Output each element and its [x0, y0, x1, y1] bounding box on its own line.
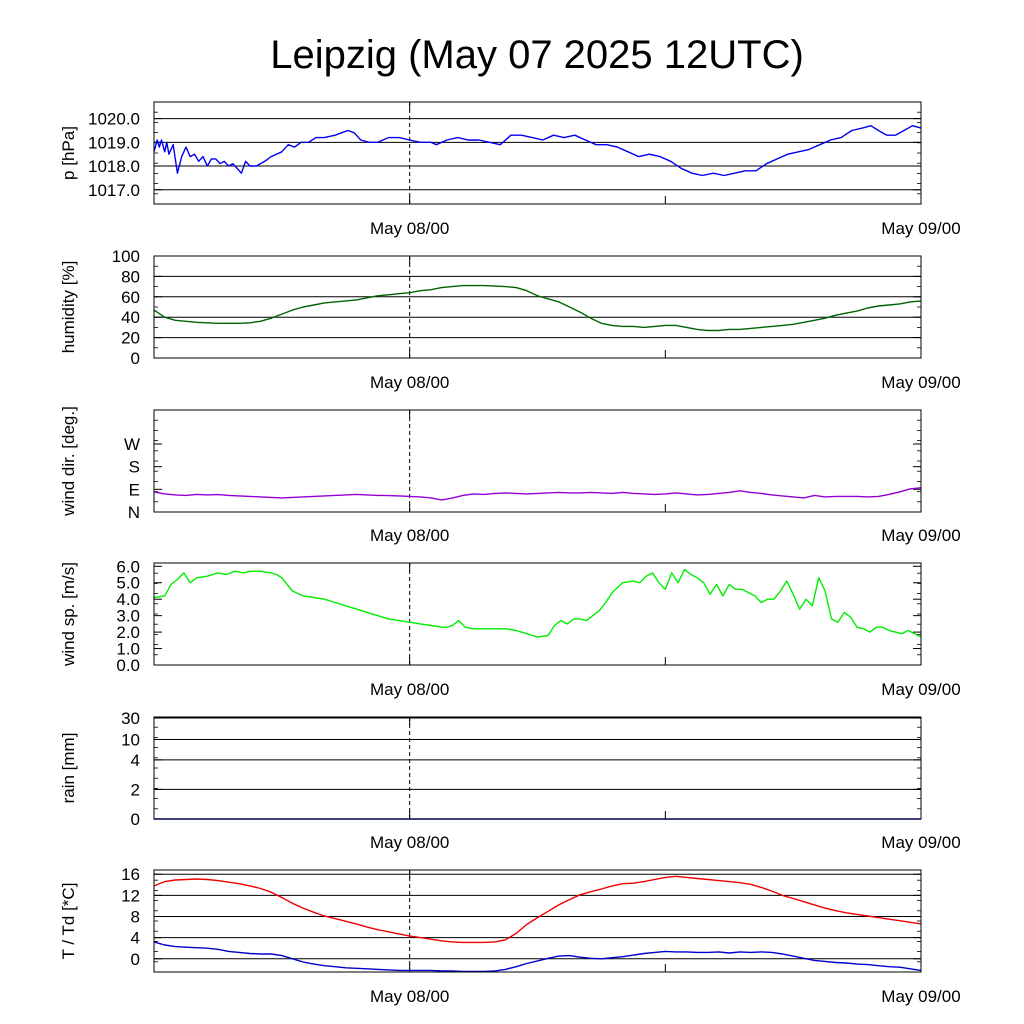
y-tick-label-temperature_dewpoint-2: 8: [131, 908, 140, 927]
panel-frame-wind_direction: [153, 409, 922, 513]
series-line-pressure-0: [153, 125, 922, 177]
y-tick-label-pressure-3: 1020.0: [88, 110, 140, 129]
y-tick-label-wind_speed-5: 5.0: [116, 574, 140, 593]
y-tick-label-rain-2: 4: [131, 751, 140, 770]
series-line-temperature_dewpoint-1: [153, 941, 922, 973]
y-tick-label-humidity-4: 80: [121, 267, 140, 286]
series-line-temperature_dewpoint-0: [153, 875, 922, 944]
y-tick-label-wind_speed-6: 6.0: [116, 557, 140, 576]
panel-frame-pressure: [153, 101, 922, 205]
y-tick-label-temperature_dewpoint-3: 12: [121, 886, 140, 905]
y-tick-label-wind_speed-0: 0.0: [116, 656, 140, 675]
x-tick-label-wind_speed-0: May 08/00: [370, 680, 449, 699]
panel-frame-temperature_dewpoint: [153, 869, 922, 973]
y-tick-label-wind_direction-2: S: [129, 458, 140, 477]
series-line-wind_direction-0: [153, 487, 922, 501]
y-tick-label-pressure-1: 1018.0: [88, 157, 140, 176]
y-tick-label-wind_direction-0: N: [128, 503, 140, 522]
y-tick-label-temperature_dewpoint-1: 4: [131, 929, 140, 948]
panel-pressure: 1017.0 1018.0 1019.0 1020.0 May 08/00 May 09/…: [59, 101, 961, 238]
y-tick-label-temperature_dewpoint-4: 16: [121, 865, 140, 884]
panel-temperature_dewpoint: 0 4 8 12 16 May 08/00 May 09/00 T / Td [*C]: [59, 865, 961, 1006]
x-tick-label-wind_speed-1: May 09/00: [881, 680, 960, 699]
chart-title: Leipzig (May 07 2025 12UTC): [270, 33, 804, 77]
x-tick-label-pressure-0: May 08/00: [370, 219, 449, 238]
y-tick-label-rain-1: 2: [131, 780, 140, 799]
x-tick-label-temperature_dewpoint-1: May 09/00: [881, 987, 960, 1006]
y-axis-label-wind_speed: wind sp. [m/s]: [59, 562, 78, 667]
y-tick-label-temperature_dewpoint-0: 0: [131, 950, 140, 969]
panel-frame-rain: [153, 716, 922, 820]
y-tick-label-rain-0: 0: [131, 810, 140, 829]
panel-frame-humidity: [153, 255, 922, 359]
x-tick-label-pressure-1: May 09/00: [881, 219, 960, 238]
y-tick-label-wind_speed-4: 4.0: [116, 590, 140, 609]
panel-frame-wind_speed: [153, 562, 922, 666]
y-tick-label-pressure-0: 1017.0: [88, 181, 140, 200]
y-tick-label-humidity-3: 60: [121, 288, 140, 307]
y-tick-label-humidity-2: 40: [121, 308, 140, 327]
panel-rain: 0 2 4 10 30 May 08/00 May 09/00 rain [mm]: [59, 709, 961, 852]
y-tick-label-wind_direction-1: E: [129, 480, 140, 499]
series-line-wind_speed-0: [153, 568, 922, 638]
y-axis-label-humidity: humidity [%]: [59, 261, 78, 354]
y-axis-label-pressure: p [hPa]: [59, 126, 78, 180]
y-tick-label-humidity-1: 20: [121, 329, 140, 348]
y-tick-label-wind_direction-3: W: [124, 435, 140, 454]
x-tick-label-humidity-1: May 09/00: [881, 373, 960, 392]
y-tick-label-wind_speed-3: 3.0: [116, 607, 140, 626]
y-tick-label-rain-4: 30: [121, 709, 140, 728]
y-tick-label-wind_speed-1: 1.0: [116, 640, 140, 659]
y-axis-label-wind_direction: wind dir. [deg.]: [59, 406, 78, 517]
y-axis-label-rain: rain [mm]: [59, 733, 78, 804]
y-axis-label-temperature_dewpoint: T / Td [*C]: [59, 883, 78, 960]
x-tick-label-humidity-0: May 08/00: [370, 373, 449, 392]
y-tick-label-humidity-5: 100: [112, 247, 140, 266]
x-tick-label-rain-1: May 09/00: [881, 833, 960, 852]
y-tick-label-wind_speed-2: 2.0: [116, 623, 140, 642]
x-tick-label-wind_direction-1: May 09/00: [881, 526, 960, 545]
panel-wind_speed: 0.01.02.03.04.05.06.0 May 08/00 May 09/00 w…: [59, 557, 961, 699]
x-tick-label-wind_direction-0: May 08/00: [370, 526, 449, 545]
y-tick-label-humidity-0: 0: [131, 349, 140, 368]
x-tick-label-temperature_dewpoint-0: May 08/00: [370, 987, 449, 1006]
series-line-humidity-0: [153, 284, 922, 332]
y-tick-label-pressure-2: 1019.0: [88, 133, 140, 152]
y-tick-label-rain-3: 10: [121, 730, 140, 749]
x-tick-label-rain-0: May 08/00: [370, 833, 449, 852]
